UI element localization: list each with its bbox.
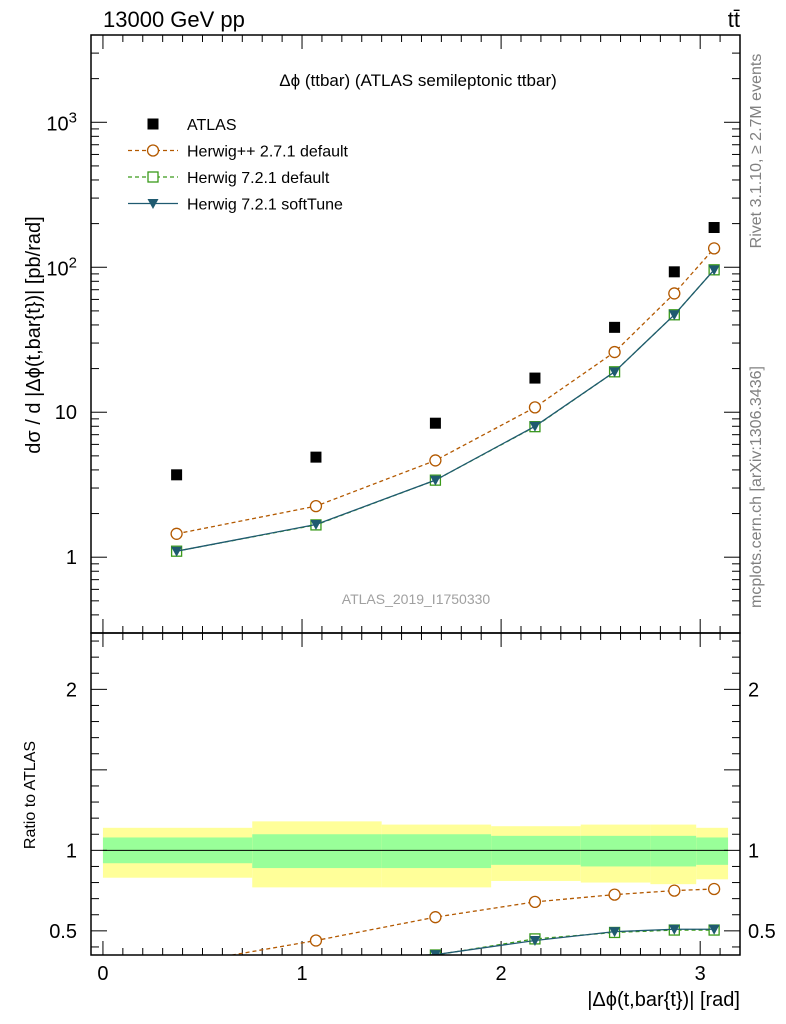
series-marker-1 xyxy=(429,911,442,924)
series-marker-3 xyxy=(429,950,441,955)
legend-label: ATLAS xyxy=(187,117,237,134)
ratio-frame xyxy=(90,632,741,956)
series-marker-1 xyxy=(309,934,323,947)
series-marker-1 xyxy=(528,401,542,414)
y-tick-label-main: 1 xyxy=(66,547,77,569)
x-tick-label: 2 xyxy=(496,963,507,985)
legend-label: Herwig 7.2.1 softTune xyxy=(187,197,343,214)
series-marker-3 xyxy=(708,265,720,276)
uncertainty-band-inner xyxy=(696,837,729,865)
x-tick-label: 0 xyxy=(97,963,108,985)
series-line-2 xyxy=(176,269,715,552)
y-tick-label-main: 103 xyxy=(46,109,77,135)
series-marker-3 xyxy=(529,421,541,432)
series-marker-0 xyxy=(429,417,441,429)
series-marker-1 xyxy=(170,527,183,540)
series-marker-0 xyxy=(708,222,720,234)
y-tick-label-ratio: 1 xyxy=(66,840,77,862)
legend-label: Herwig 7.2.1 default xyxy=(187,170,330,187)
y-tick-label-ratio-right: 1 xyxy=(748,840,759,862)
series-marker-1 xyxy=(608,888,621,901)
series-marker-1 xyxy=(528,895,542,909)
series-marker-1 xyxy=(429,454,442,467)
main-ylabel: dσ / d |Δϕ(t,bar{t})| [pb/rad] xyxy=(23,216,45,453)
series-marker-1 xyxy=(707,882,721,896)
series-marker-3 xyxy=(668,310,680,321)
rivet-label: Rivet 3.1.10, ≥ 2.7M events xyxy=(748,54,765,249)
series-marker-0 xyxy=(609,321,621,333)
y-tick-label-ratio-right: 0.5 xyxy=(748,921,776,943)
legend: ATLAS Herwig++ 2.7.1 default Herwig 7.2.1 … xyxy=(128,117,349,214)
series-line-3 xyxy=(412,928,715,955)
series-marker-1 xyxy=(707,242,721,255)
series-marker-3 xyxy=(708,924,720,935)
series-marker-3 xyxy=(668,924,680,935)
series-marker-0 xyxy=(171,469,183,481)
series-marker-0 xyxy=(529,372,541,384)
x-tick-label: 3 xyxy=(695,963,706,985)
series-marker-1 xyxy=(668,287,681,300)
watermark: ATLAS_2019_I1750330 xyxy=(342,591,491,607)
y-tick-label-main: 10 xyxy=(55,402,77,424)
series-marker-1 xyxy=(309,499,323,513)
y-tick-label-ratio: 2 xyxy=(66,679,77,701)
series-marker-3 xyxy=(609,367,621,378)
y-tick-label-main: 102 xyxy=(46,254,77,280)
legend-marker xyxy=(147,118,159,130)
series-line-1 xyxy=(176,247,715,535)
header-right: tt̄ xyxy=(728,7,740,32)
series-marker-0 xyxy=(668,266,680,278)
series-marker-3 xyxy=(429,475,441,486)
uncertainty-band-inner xyxy=(252,834,382,869)
ratio-panel: 0 1 2 3 0.5 0.5 1 1 2 2 Ratio to ATLAS |Δϕ(t,bar{… xyxy=(22,632,776,1011)
header-left: 13000 GeV pp xyxy=(103,7,245,32)
legend-marker xyxy=(146,144,160,157)
uncertainty-band-inner xyxy=(381,834,492,869)
mcplots-label: mcplots.cern.ch [arXiv:1306.3436] xyxy=(748,366,765,608)
ratio-xlabel: |Δϕ(t,bar{t})| [rad] xyxy=(587,989,740,1011)
series-marker-3 xyxy=(529,936,541,947)
main-title: Δϕ (ttbar) (ATLAS semileptonic ttbar) xyxy=(279,71,557,90)
legend-marker xyxy=(147,171,159,183)
main-panel: Δϕ (ttbar) (ATLAS semileptonic ttbar) AT… xyxy=(23,34,741,634)
series-marker-3 xyxy=(310,520,322,531)
ratio-ylabel: Ratio to ATLAS xyxy=(22,741,39,849)
uncertainty-band-inner xyxy=(650,835,697,867)
series-marker-1 xyxy=(668,884,681,897)
series-marker-0 xyxy=(310,451,322,463)
series-line-3 xyxy=(176,269,715,552)
y-tick-label-ratio-right: 2 xyxy=(748,679,759,701)
legend-label: Herwig++ 2.7.1 default xyxy=(187,144,349,161)
series-marker-1 xyxy=(608,345,621,359)
x-tick-label: 1 xyxy=(296,963,307,985)
legend-marker xyxy=(147,199,159,209)
series-marker-3 xyxy=(609,927,621,938)
series-marker-3 xyxy=(171,546,183,557)
y-tick-label-ratio: 0.5 xyxy=(49,921,77,943)
uncertainty-band-inner xyxy=(580,835,651,867)
